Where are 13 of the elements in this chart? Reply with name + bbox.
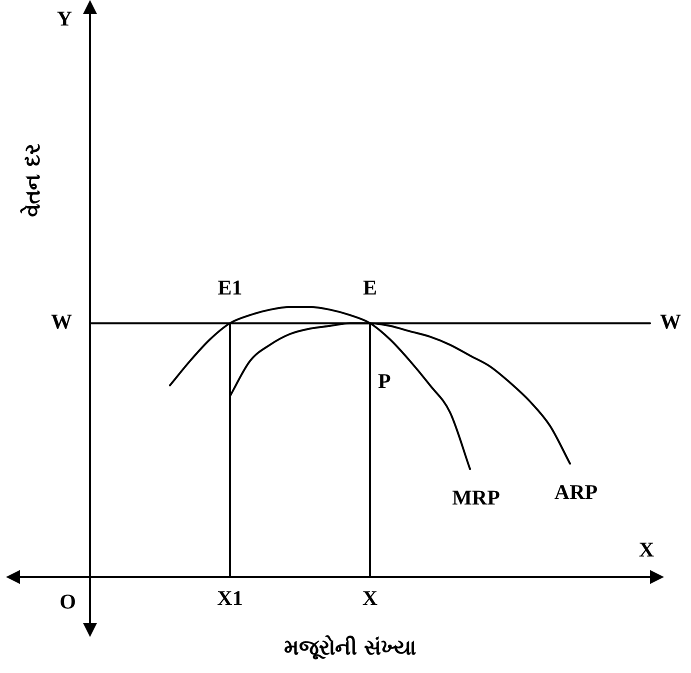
x-tick-label: X1 xyxy=(217,586,243,610)
annotation: X xyxy=(638,537,654,562)
series-label: ARP xyxy=(554,480,598,504)
x-axis-title: મજૂરોની સંખ્યા xyxy=(284,634,416,660)
annotation: E xyxy=(362,276,378,300)
series-label: W xyxy=(660,310,681,334)
annotation: P xyxy=(378,369,391,394)
y-axis-title: વેતન દર xyxy=(19,143,44,217)
text: Y xyxy=(56,6,72,30)
text: O xyxy=(60,589,76,614)
text: W xyxy=(51,310,72,334)
annotation: E1 xyxy=(218,276,242,300)
series-label: MRP xyxy=(452,485,500,510)
